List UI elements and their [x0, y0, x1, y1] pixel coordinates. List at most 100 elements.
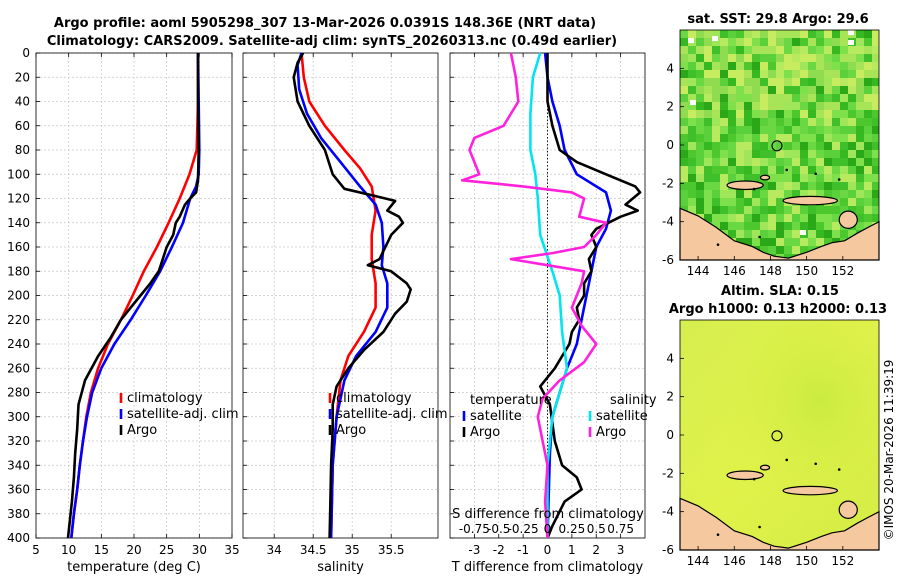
sst-pixel: [720, 198, 728, 206]
reef-dot: [758, 235, 761, 239]
s-tick-label: -0.5: [487, 522, 510, 536]
sst-pixel: [680, 46, 688, 54]
island-new-ireland: [782, 195, 838, 206]
sst-pixel: [680, 166, 688, 174]
sst-pixel: [840, 198, 848, 206]
sst-pixel: [768, 182, 776, 190]
x-tick-label: 34.5: [300, 543, 327, 557]
lat-tick-label: 4: [666, 351, 674, 365]
sst-pixel: [784, 246, 792, 254]
sst-pixel: [696, 134, 704, 142]
sst-pixel: [856, 78, 864, 86]
sst-pixel: [840, 142, 848, 150]
sst-pixel: [744, 134, 752, 142]
sst-pixel: [680, 198, 688, 206]
sst-pixel: [800, 70, 808, 78]
sst-pixel: [704, 54, 712, 62]
sst-pixel: [712, 150, 720, 158]
sst-pixel: [680, 94, 688, 102]
sst-pixel: [728, 102, 736, 110]
sst-pixel: [712, 174, 720, 182]
lat-tick-label: -2: [662, 176, 674, 190]
sst-pixel: [816, 182, 824, 190]
sst-pixel: [848, 182, 856, 190]
sst-pixel: [736, 166, 744, 174]
sst-pixel: [824, 134, 832, 142]
sst-pixel: [824, 30, 832, 38]
sst-pixel: [728, 150, 736, 158]
sst-pixel: [816, 206, 824, 214]
sst-pixel: [752, 222, 760, 230]
sst-pixel: [872, 30, 879, 38]
sst-pixel: [784, 150, 792, 158]
sst-pixel: [704, 158, 712, 166]
legend-label: Argo: [470, 425, 500, 440]
sst-pixel: [744, 94, 752, 102]
series-line-t-argo: [538, 53, 642, 539]
y-tick-label: 380: [7, 507, 30, 521]
y-tick-label: 360: [7, 483, 30, 497]
sst-pixel: [816, 102, 824, 110]
sst-pixel: [712, 110, 720, 118]
sst-pixel: [760, 94, 768, 102]
sst-pixel: [792, 38, 800, 46]
sst-pixel: [680, 86, 688, 94]
sst-pixel: [808, 86, 816, 94]
sst-pixel: [856, 134, 864, 142]
sst-pixel: [760, 102, 768, 110]
sst-pixel: [720, 62, 728, 70]
sst-pixel: [872, 134, 879, 142]
sst-pixel: [736, 190, 744, 198]
sst-pixel: [872, 110, 879, 118]
sst-pixel: [712, 126, 720, 134]
sst-pixel: [856, 86, 864, 94]
sst-pixel: [800, 110, 808, 118]
sst-pixel: [784, 206, 792, 214]
sst-pixel: [696, 182, 704, 190]
sst-pixel: [720, 134, 728, 142]
sst-pixel: [800, 150, 808, 158]
sst-pixel: [856, 30, 864, 38]
sst-pixel: [856, 182, 864, 190]
sst-pixel: [848, 110, 856, 118]
sst-pixel: [800, 46, 808, 54]
sst-pixel: [784, 118, 792, 126]
sst-pixel: [752, 230, 760, 238]
sst-pixel: [752, 102, 760, 110]
sst-pixel: [800, 54, 808, 62]
sst-pixel: [864, 134, 872, 142]
sst-pixel: [712, 46, 720, 54]
sst-pixel: [784, 110, 792, 118]
sst-pixel: [792, 150, 800, 158]
sst-pixel: [704, 142, 712, 150]
sst-pixel: [776, 46, 784, 54]
sst-pixel: [768, 134, 776, 142]
sst-pixel: [832, 78, 840, 86]
sst-pixel: [856, 174, 864, 182]
sst-pixel: [744, 214, 752, 222]
sst-map: 144 146 148 150 152 4 2 0 -2 -4 -6: [662, 29, 880, 278]
sst-pixel: [704, 38, 712, 46]
sst-pixel: [872, 102, 879, 110]
sst-pixel: [784, 174, 792, 182]
sst-pixel: [856, 118, 864, 126]
sst-pixel: [688, 30, 696, 38]
sst-pixel: [688, 78, 696, 86]
y-tick-label: 100: [7, 167, 30, 181]
sst-pixel: [768, 238, 776, 246]
sst-pixel: [768, 206, 776, 214]
sst-pixel: [696, 70, 704, 78]
sst-pixel: [872, 94, 879, 102]
sst-pixel: [728, 214, 736, 222]
sst-pixel: [696, 62, 704, 70]
island-manus: [726, 180, 764, 191]
sst-pixel: [704, 78, 712, 86]
sst-pixel: [752, 110, 760, 118]
sst-pixel: [776, 110, 784, 118]
sst-pixel: [824, 38, 832, 46]
sst-pixel: [808, 126, 816, 134]
sst-pixel: [720, 206, 728, 214]
sst-pixel: [792, 214, 800, 222]
sst-pixel: [768, 54, 776, 62]
sst-pixel: [848, 150, 856, 158]
